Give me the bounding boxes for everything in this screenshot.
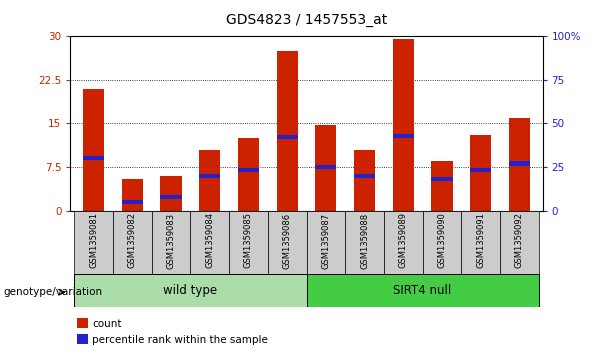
Bar xyxy=(345,211,384,274)
Bar xyxy=(113,211,152,274)
Bar xyxy=(199,174,221,178)
Bar xyxy=(422,211,461,274)
Bar xyxy=(199,150,221,211)
Bar xyxy=(354,174,375,178)
Bar xyxy=(306,274,539,307)
Bar xyxy=(238,138,259,211)
Bar xyxy=(74,211,113,274)
Bar xyxy=(152,211,191,274)
Text: percentile rank within the sample: percentile rank within the sample xyxy=(92,335,268,345)
Text: count: count xyxy=(92,319,121,329)
Text: SIRT4 null: SIRT4 null xyxy=(394,284,452,297)
Bar xyxy=(268,211,306,274)
Bar xyxy=(191,211,229,274)
Text: GSM1359087: GSM1359087 xyxy=(321,212,330,269)
Bar xyxy=(432,177,452,181)
Bar xyxy=(509,118,530,211)
Text: GDS4823 / 1457553_at: GDS4823 / 1457553_at xyxy=(226,13,387,27)
Bar xyxy=(392,39,414,211)
Bar xyxy=(276,135,298,139)
Bar xyxy=(470,168,491,172)
Bar xyxy=(161,195,181,199)
Bar xyxy=(83,89,104,211)
Text: genotype/variation: genotype/variation xyxy=(3,287,102,297)
Text: GSM1359081: GSM1359081 xyxy=(89,212,98,269)
Text: GSM1359088: GSM1359088 xyxy=(360,212,369,269)
Bar xyxy=(161,176,181,211)
Text: GSM1359085: GSM1359085 xyxy=(244,212,253,269)
Bar xyxy=(83,156,104,160)
Text: wild type: wild type xyxy=(164,284,218,297)
Bar xyxy=(306,211,345,274)
Bar xyxy=(122,179,143,211)
Bar xyxy=(122,200,143,204)
Text: GSM1359082: GSM1359082 xyxy=(128,212,137,269)
Bar xyxy=(315,165,337,169)
Text: GSM1359091: GSM1359091 xyxy=(476,212,485,268)
Bar xyxy=(509,162,530,166)
Text: GSM1359089: GSM1359089 xyxy=(398,212,408,269)
Bar xyxy=(461,211,500,274)
Bar xyxy=(276,51,298,211)
Bar xyxy=(500,211,539,274)
Bar xyxy=(238,168,259,172)
Bar xyxy=(470,135,491,211)
Text: GSM1359084: GSM1359084 xyxy=(205,212,215,269)
Text: GSM1359092: GSM1359092 xyxy=(515,212,524,268)
Bar xyxy=(354,150,375,211)
Bar xyxy=(315,125,337,211)
Text: GSM1359090: GSM1359090 xyxy=(438,212,446,268)
Text: GSM1359083: GSM1359083 xyxy=(167,212,175,269)
Bar xyxy=(392,134,414,138)
Bar xyxy=(432,161,452,211)
Bar xyxy=(384,211,422,274)
Bar xyxy=(74,274,306,307)
Text: GSM1359086: GSM1359086 xyxy=(283,212,292,269)
Bar xyxy=(229,211,268,274)
